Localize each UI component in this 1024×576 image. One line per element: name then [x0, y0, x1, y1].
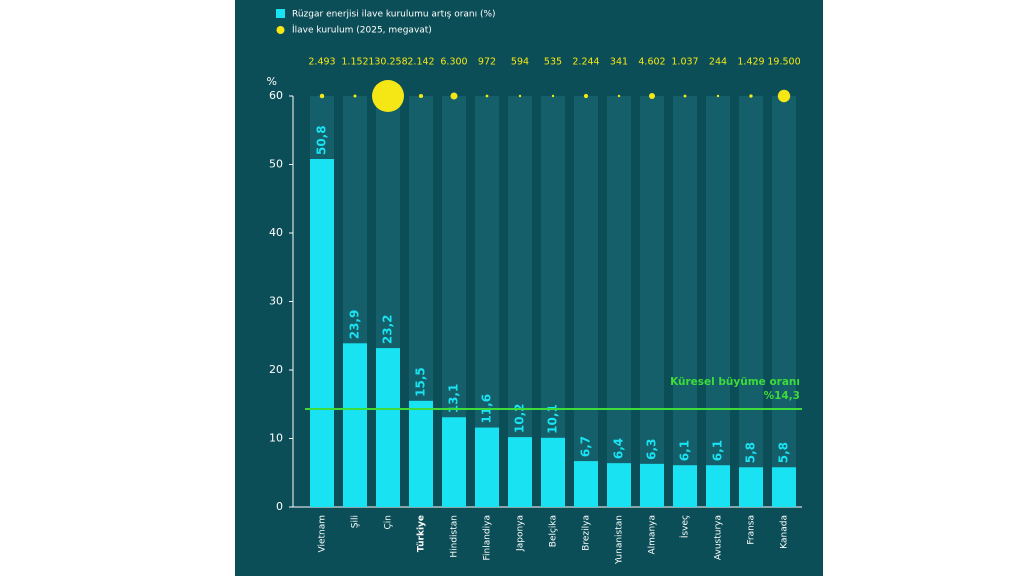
x-tick-label: Kanada: [780, 515, 790, 549]
reference-label: Küresel büyüme oranı: [670, 376, 800, 388]
value-label: 50,8: [315, 125, 329, 155]
bar: [475, 427, 499, 507]
value-label: 5,8: [744, 442, 758, 463]
bubble-label: 535: [544, 57, 562, 68]
x-tick-label: Yunanistan: [615, 515, 625, 565]
bubble: [648, 92, 656, 100]
bar: [673, 465, 697, 507]
x-tick-label: Brezilya: [582, 515, 592, 551]
bubble: [319, 93, 325, 99]
x-tick-label: İsveç: [680, 515, 691, 538]
value-label: 15,5: [414, 367, 428, 397]
value-label: 10,1: [546, 404, 560, 434]
value-label: 5,8: [777, 442, 791, 463]
bubble: [518, 94, 522, 98]
x-tick-label: Fransa: [747, 515, 757, 545]
bubble-label: 1.152: [341, 57, 368, 68]
bubble: [683, 94, 687, 98]
value-label: 23,9: [348, 310, 362, 340]
bar: [640, 463, 664, 507]
bubble-label: 19.500: [767, 57, 800, 68]
value-label: 10,2: [513, 404, 527, 434]
legend-label: İlave kurulum (2025, megavat): [292, 25, 432, 36]
bubble-label: 2.244: [572, 57, 599, 68]
x-tick-label: Finlandiya: [483, 515, 493, 561]
bar: [442, 417, 466, 507]
bubble: [485, 94, 489, 98]
value-label: 6,7: [579, 436, 593, 457]
bubble-label: 2.493: [308, 57, 335, 68]
x-tick-label: Şili: [351, 515, 361, 528]
value-label: 13,1: [447, 384, 461, 414]
legend-label: Rüzgar enerjisi ilave kurulumu artış ora…: [292, 10, 496, 20]
column-background: [706, 96, 730, 507]
bubble-label: 4.602: [638, 57, 665, 68]
bar: [376, 348, 400, 507]
bubble-label: 594: [511, 57, 529, 68]
column-background: [673, 96, 697, 507]
bubble: [583, 93, 589, 99]
y-tick-label: 50: [269, 158, 283, 171]
y-tick-label: 10: [269, 432, 283, 445]
x-tick-label: Türkiye: [417, 515, 427, 552]
x-tick-label: Hindistan: [450, 515, 460, 558]
value-label: 6,1: [711, 440, 725, 461]
bubble-label: 6.300: [440, 57, 467, 68]
bar: [541, 437, 565, 507]
bubble: [551, 94, 555, 98]
bar: [343, 343, 367, 507]
value-label: 6,4: [612, 438, 626, 459]
bar: [607, 463, 631, 507]
y-tick-label: 60: [269, 89, 283, 102]
bar: [409, 400, 433, 507]
bar: [574, 461, 598, 507]
bar: [310, 159, 334, 507]
bubble: [372, 80, 404, 112]
column-background: [607, 96, 631, 507]
bubble: [450, 92, 458, 100]
bar: [706, 465, 730, 507]
bar: [772, 467, 796, 507]
bubble: [716, 94, 720, 98]
y-tick-label: 20: [269, 363, 283, 376]
column-background: [574, 96, 598, 507]
bubble-label: 1.429: [737, 57, 764, 68]
value-label: 23,2: [381, 314, 395, 344]
x-tick-label: Japonya: [516, 515, 526, 552]
x-tick-label: Belçika: [549, 515, 559, 547]
bubble: [777, 89, 791, 103]
bubble-label: 2.142: [407, 57, 434, 68]
bar: [508, 437, 532, 507]
y-tick-label: 0: [276, 500, 283, 513]
value-label: 6,3: [645, 439, 659, 460]
value-label: 6,1: [678, 440, 692, 461]
column-background: [640, 96, 664, 507]
bubble-label: 1.037: [671, 57, 698, 68]
bubble: [418, 93, 424, 99]
bubble: [353, 94, 357, 98]
bubble-label: 244: [709, 57, 727, 68]
y-axis-label: %: [267, 75, 277, 88]
bubble-label: 341: [610, 57, 628, 68]
y-tick-label: 40: [269, 226, 283, 239]
x-tick-label: Almanya: [648, 515, 658, 555]
reference-value: %14,3: [764, 390, 800, 402]
x-tick-label: Vietnam: [318, 515, 328, 553]
y-tick-label: 30: [269, 295, 283, 308]
column-background: [739, 96, 763, 507]
column-background: [772, 96, 796, 507]
bubble-label: 130.258: [368, 57, 407, 68]
x-tick-label: Avusturya: [714, 515, 724, 560]
legend-swatch: [276, 9, 285, 18]
bubble: [749, 94, 753, 98]
bubble: [617, 94, 621, 98]
bar: [739, 467, 763, 507]
legend-swatch: [276, 26, 285, 34]
bubble-label: 972: [478, 57, 496, 68]
x-tick-label: Çin: [384, 515, 394, 530]
